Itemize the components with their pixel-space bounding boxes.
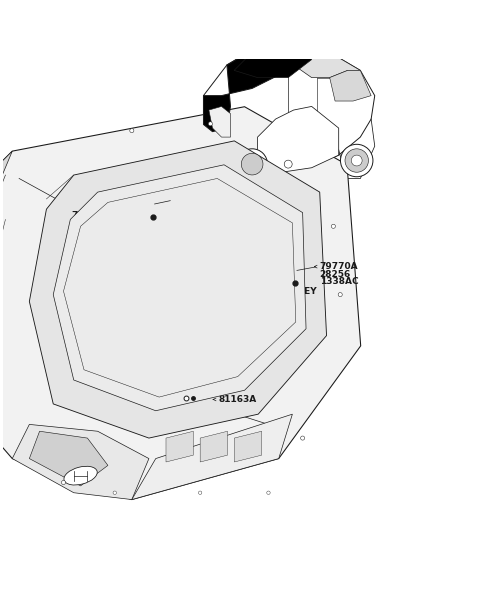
- Polygon shape: [145, 203, 157, 208]
- Polygon shape: [53, 165, 306, 411]
- Text: 79770A: 79770A: [320, 262, 359, 270]
- Polygon shape: [330, 71, 371, 101]
- Polygon shape: [29, 141, 326, 438]
- Polygon shape: [234, 42, 312, 78]
- Circle shape: [351, 155, 362, 166]
- Text: 1338AC: 1338AC: [175, 211, 214, 220]
- Circle shape: [208, 122, 213, 126]
- Circle shape: [331, 224, 336, 228]
- Circle shape: [237, 149, 267, 180]
- Polygon shape: [63, 178, 296, 397]
- Polygon shape: [0, 107, 360, 499]
- Polygon shape: [204, 42, 294, 132]
- Text: 1129EY: 1129EY: [135, 221, 172, 229]
- Text: 1338AC: 1338AC: [320, 278, 359, 286]
- Text: 1129EY: 1129EY: [279, 287, 317, 296]
- Text: 73700: 73700: [72, 211, 103, 221]
- Polygon shape: [200, 431, 228, 462]
- Text: 28256: 28256: [175, 204, 206, 213]
- Circle shape: [130, 129, 134, 133]
- Text: 81163A: 81163A: [219, 395, 257, 404]
- Polygon shape: [132, 414, 292, 499]
- Polygon shape: [204, 42, 375, 173]
- Polygon shape: [234, 431, 262, 462]
- Polygon shape: [209, 106, 230, 137]
- Circle shape: [241, 154, 263, 175]
- Polygon shape: [12, 425, 149, 499]
- Circle shape: [61, 480, 66, 484]
- Polygon shape: [166, 431, 193, 462]
- Ellipse shape: [64, 466, 97, 485]
- Circle shape: [300, 436, 305, 440]
- Circle shape: [284, 160, 292, 168]
- Text: 28256: 28256: [320, 270, 351, 279]
- Circle shape: [345, 149, 369, 172]
- Circle shape: [113, 491, 117, 495]
- Polygon shape: [294, 42, 360, 78]
- Polygon shape: [29, 431, 108, 486]
- Polygon shape: [258, 106, 339, 173]
- Text: 79770A: 79770A: [175, 195, 214, 204]
- Circle shape: [267, 491, 270, 495]
- Polygon shape: [288, 269, 300, 275]
- Polygon shape: [0, 151, 12, 278]
- Circle shape: [198, 491, 202, 495]
- Circle shape: [340, 144, 373, 177]
- Circle shape: [338, 292, 342, 296]
